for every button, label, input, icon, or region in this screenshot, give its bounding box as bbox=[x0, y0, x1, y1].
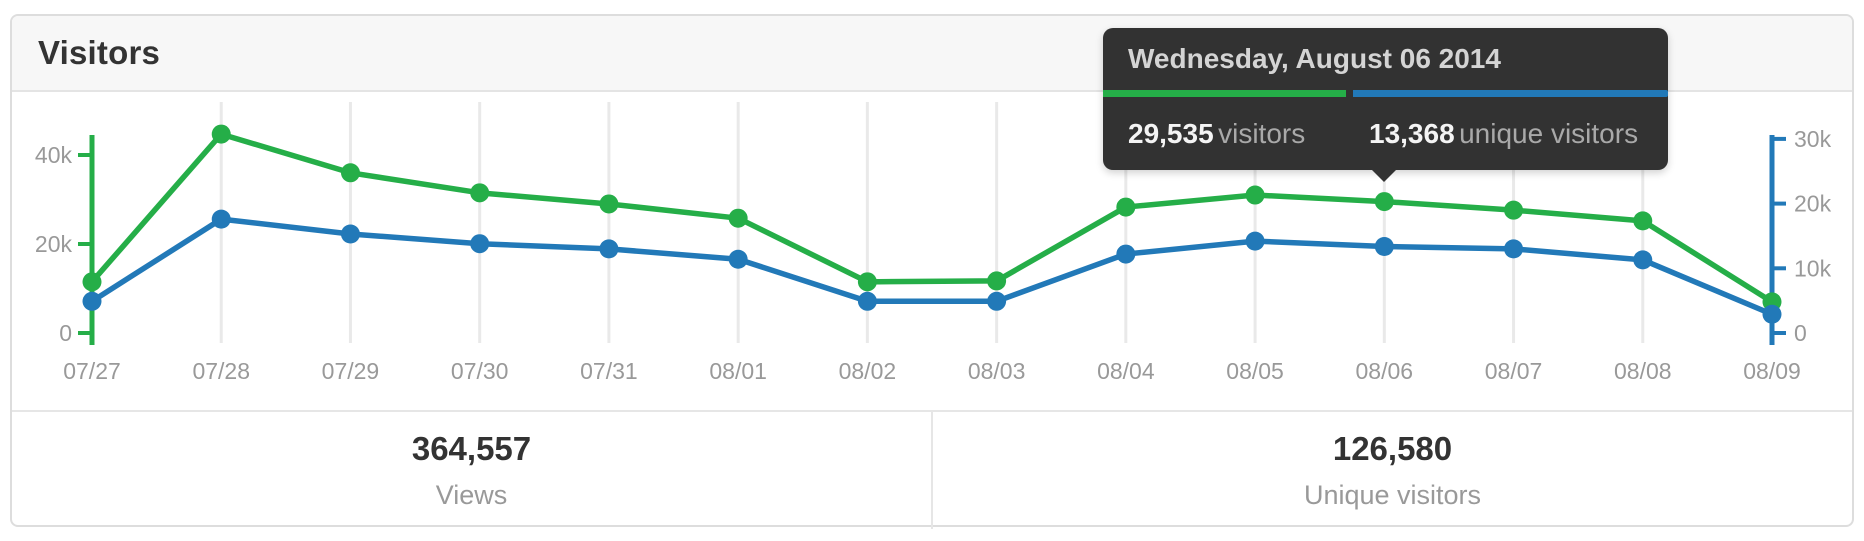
x-axis-label: 07/31 bbox=[580, 358, 638, 384]
visitors-chart[interactable]: 0 20k 40k 0 10k 20k 30k bbox=[12, 92, 1852, 410]
unique-visitors-total: 126,580 bbox=[1332, 430, 1453, 467]
unique-visitors-line bbox=[89, 216, 1775, 317]
x-axis-label: 08/07 bbox=[1484, 358, 1543, 384]
data-point-visitors-07/31[interactable] bbox=[599, 194, 619, 214]
data-point-visitors-08/01[interactable] bbox=[728, 208, 748, 228]
tooltip-caret bbox=[1371, 169, 1397, 182]
data-point-visitors-07/27[interactable] bbox=[82, 272, 102, 292]
data-point-visitors-07/29[interactable] bbox=[340, 163, 360, 183]
tooltip-series-bar bbox=[1103, 90, 1668, 97]
x-axis-label: 08/04 bbox=[1097, 358, 1155, 384]
data-point-visitors-08/07[interactable] bbox=[1504, 200, 1524, 220]
tooltip-visitors-rule bbox=[1103, 90, 1346, 97]
tooltip-unique-label: unique visitors bbox=[1459, 117, 1639, 149]
right-axis-tick-label: 20k bbox=[1794, 191, 1832, 217]
unique-visitors-label: Unique visitors bbox=[1303, 480, 1482, 510]
data-point-visitors-08/02[interactable] bbox=[857, 272, 877, 292]
summary-unique-visitors: 126,580 Unique visitors bbox=[933, 412, 1852, 529]
views-label: Views bbox=[435, 480, 508, 510]
chart-tooltip: Wednesday, August 06 2014 29,535 visitor… bbox=[1103, 28, 1668, 182]
x-axis-label: 07/28 bbox=[192, 358, 250, 384]
data-point-visitors-08/08[interactable] bbox=[1633, 211, 1653, 231]
right-axis-tick-label: 0 bbox=[1794, 320, 1807, 346]
right-axis-tick-label: 10k bbox=[1794, 255, 1832, 281]
x-axis-label: 08/01 bbox=[709, 358, 767, 384]
data-point-unique-visitors-08/02[interactable] bbox=[857, 291, 877, 311]
data-point-unique-visitors-08/09[interactable] bbox=[1762, 304, 1782, 324]
x-axis-label: 07/30 bbox=[450, 358, 509, 384]
data-point-unique-visitors-08/05[interactable] bbox=[1245, 231, 1265, 251]
left-axis-tick-label: 40k bbox=[35, 142, 73, 168]
data-point-unique-visitors-08/07[interactable] bbox=[1504, 239, 1524, 259]
data-point-visitors-08/04[interactable] bbox=[1116, 197, 1136, 217]
data-point-visitors-08/05[interactable] bbox=[1245, 185, 1265, 205]
data-point-unique-visitors-07/29[interactable] bbox=[340, 224, 360, 244]
data-point-unique-visitors-08/08[interactable] bbox=[1633, 250, 1653, 270]
tooltip-values: 29,535 visitors 13,368 unique visitors bbox=[1103, 97, 1668, 170]
summary-views: 364,557 Views bbox=[12, 412, 933, 529]
tooltip-visitors-label: visitors bbox=[1218, 117, 1306, 149]
data-point-visitors-07/30[interactable] bbox=[470, 183, 490, 203]
x-axis-label: 08/06 bbox=[1355, 358, 1414, 384]
data-point-unique-visitors-08/04[interactable] bbox=[1116, 244, 1136, 264]
data-point-unique-visitors-07/27[interactable] bbox=[82, 291, 102, 311]
data-point-unique-visitors-07/31[interactable] bbox=[599, 239, 619, 259]
tooltip-unique-rule bbox=[1353, 90, 1668, 97]
x-axis-label: 07/27 bbox=[63, 358, 121, 384]
x-axis-label: 08/05 bbox=[1226, 358, 1284, 384]
card-title: Visitors bbox=[38, 34, 161, 71]
visitors-line bbox=[89, 131, 1775, 305]
tooltip-date: Wednesday, August 06 2014 bbox=[1128, 43, 1501, 74]
data-point-unique-visitors-08/06[interactable] bbox=[1374, 237, 1394, 257]
views-total: 364,557 bbox=[411, 430, 532, 467]
right-axis-tick-label: 30k bbox=[1794, 126, 1832, 152]
summary-row: 364,557 Views 126,580 Unique visitors bbox=[12, 410, 1852, 529]
x-axis-label: 07/29 bbox=[321, 358, 380, 384]
data-point-unique-visitors-07/30[interactable] bbox=[470, 234, 490, 254]
left-axis-tick-label: 20k bbox=[35, 231, 73, 257]
data-point-visitors-08/06[interactable] bbox=[1374, 192, 1394, 212]
left-axis-tick-label: 0 bbox=[59, 320, 72, 346]
x-axis-label: 08/08 bbox=[1613, 358, 1672, 384]
data-point-unique-visitors-08/01[interactable] bbox=[728, 249, 748, 269]
x-axis-label: 08/02 bbox=[838, 358, 897, 384]
data-point-visitors-07/28[interactable] bbox=[211, 124, 231, 144]
data-point-unique-visitors-08/03[interactable] bbox=[987, 291, 1007, 311]
tooltip-unique-value: 13,368 bbox=[1369, 117, 1455, 149]
x-axis-label: 08/03 bbox=[967, 358, 1026, 384]
data-point-unique-visitors-07/28[interactable] bbox=[211, 209, 231, 229]
tooltip-visitors-value: 29,535 bbox=[1128, 117, 1214, 149]
data-point-visitors-08/03[interactable] bbox=[987, 271, 1007, 291]
x-axis-label: 08/09 bbox=[1743, 358, 1801, 384]
chart-area: 0 20k 40k 0 10k 20k 30k 07/27 07/28 07/29 07/30 07… bbox=[12, 92, 1852, 410]
